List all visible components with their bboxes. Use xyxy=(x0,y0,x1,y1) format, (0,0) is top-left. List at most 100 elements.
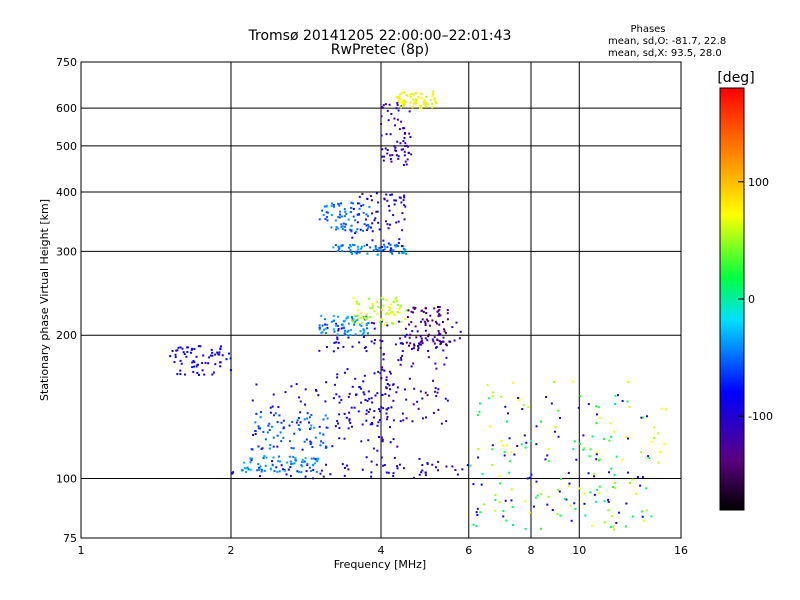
echo-point xyxy=(433,336,436,339)
echo-point xyxy=(375,248,378,251)
echo-point xyxy=(412,403,415,406)
y-tick-label: 100 xyxy=(56,473,77,486)
echo-point xyxy=(446,318,449,321)
echo-point xyxy=(338,216,341,219)
echo-point xyxy=(355,302,358,305)
echo-point xyxy=(174,353,177,356)
echo-point xyxy=(389,441,392,444)
echo-point xyxy=(403,248,406,251)
echo-point xyxy=(279,431,282,434)
echo-point xyxy=(432,340,435,343)
echo-point xyxy=(179,369,182,372)
echo-point xyxy=(320,469,323,472)
echo-point xyxy=(591,524,594,527)
echo-point xyxy=(448,340,451,343)
echo-point xyxy=(399,342,402,345)
echo-point xyxy=(388,370,391,373)
echo-point xyxy=(404,144,407,147)
echo-point xyxy=(359,387,362,390)
echo-point xyxy=(385,471,388,474)
echo-point xyxy=(284,391,287,394)
echo-point xyxy=(278,414,281,417)
echo-point xyxy=(437,408,440,411)
echo-point xyxy=(408,110,411,113)
echo-point xyxy=(392,419,395,422)
echo-point xyxy=(395,107,398,110)
echo-point xyxy=(360,321,363,324)
echo-point xyxy=(321,331,324,334)
echo-point xyxy=(392,399,395,402)
echo-point xyxy=(419,390,422,393)
echo-point xyxy=(326,323,329,326)
echo-point xyxy=(437,315,440,318)
echo-point xyxy=(352,243,355,246)
echo-point xyxy=(333,341,336,344)
echo-point xyxy=(337,422,340,425)
echo-point xyxy=(446,308,449,311)
echo-point xyxy=(435,346,438,349)
echo-point xyxy=(363,346,366,349)
chart-subtitle: RwPretec (8p) xyxy=(331,42,429,58)
echo-point xyxy=(309,440,312,443)
echo-point xyxy=(370,199,373,202)
echo-point xyxy=(346,316,349,319)
echo-point xyxy=(195,365,198,368)
echo-point xyxy=(350,406,353,409)
echo-point xyxy=(228,352,231,355)
echo-point xyxy=(491,444,494,447)
echo-point xyxy=(461,468,464,471)
echo-point xyxy=(350,207,353,210)
echo-point xyxy=(269,411,272,414)
echo-point xyxy=(423,320,426,323)
echo-point xyxy=(289,466,292,469)
echo-point xyxy=(572,448,575,451)
echo-point xyxy=(579,395,582,398)
chart-title: Tromsø 20141205 22:00:00–22:01:43 xyxy=(248,28,512,44)
echo-point xyxy=(613,430,616,433)
echo-point xyxy=(406,144,409,147)
echo-point xyxy=(624,525,627,528)
echo-point xyxy=(304,403,307,406)
echo-point xyxy=(257,427,260,430)
echo-point xyxy=(382,298,385,301)
echo-point xyxy=(382,249,385,252)
echo-point xyxy=(598,485,601,488)
echo-point xyxy=(365,313,368,316)
echo-point xyxy=(593,475,596,478)
echo-point xyxy=(397,307,400,310)
echo-point xyxy=(406,94,409,97)
echo-point xyxy=(360,324,363,327)
echo-point xyxy=(324,318,327,321)
echo-point xyxy=(370,340,373,343)
echo-point xyxy=(208,356,211,359)
echo-point xyxy=(636,476,639,479)
y-tick-label: 300 xyxy=(56,245,77,258)
echo-point xyxy=(411,92,414,95)
echo-point xyxy=(254,421,257,424)
echo-point xyxy=(532,505,535,508)
echo-point xyxy=(334,219,337,222)
echo-point xyxy=(304,457,307,460)
echo-point xyxy=(408,344,411,347)
echo-point xyxy=(296,470,299,473)
echo-point xyxy=(380,406,383,409)
echo-point xyxy=(375,210,378,213)
echo-point xyxy=(396,310,399,313)
echo-point xyxy=(386,415,389,418)
echo-point xyxy=(557,488,560,491)
echo-point xyxy=(528,511,531,514)
echo-point xyxy=(257,425,260,428)
echo-point xyxy=(557,435,560,438)
echo-point xyxy=(492,391,495,394)
echo-point xyxy=(390,160,393,163)
echo-point xyxy=(409,95,412,98)
echo-point xyxy=(272,456,275,459)
echo-point xyxy=(249,457,252,460)
echo-point xyxy=(382,104,385,107)
echo-point xyxy=(439,333,442,336)
echo-point xyxy=(322,328,325,331)
echo-point xyxy=(360,311,363,314)
echo-point xyxy=(402,199,405,202)
echo-point xyxy=(353,323,356,326)
echo-point xyxy=(535,480,538,483)
